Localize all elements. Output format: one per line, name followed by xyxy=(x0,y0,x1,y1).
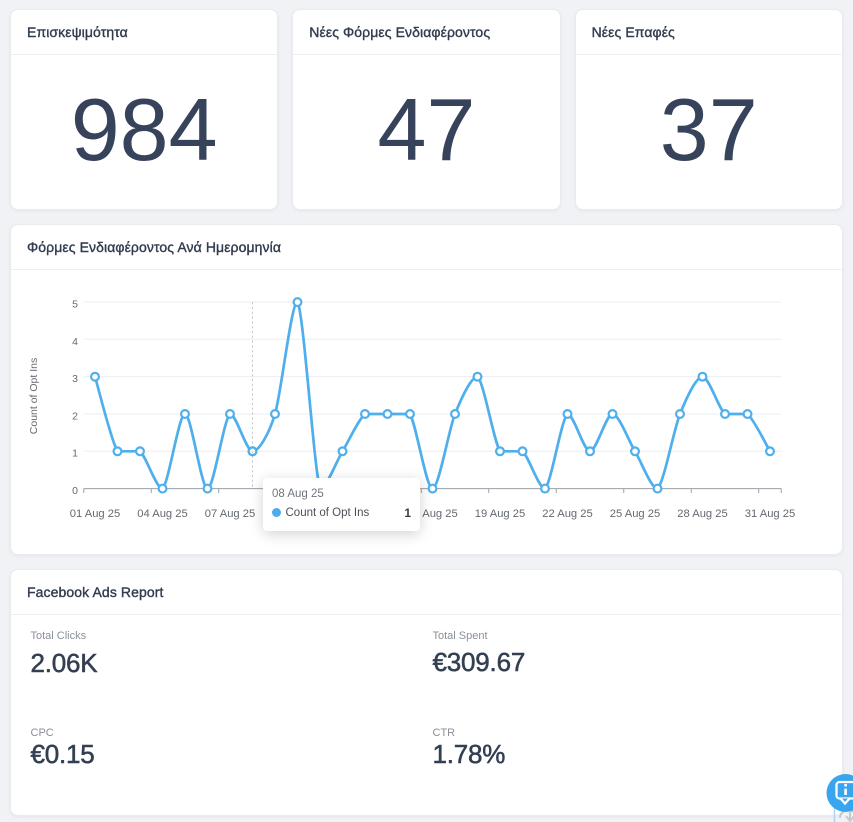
svg-text:28 Aug 25: 28 Aug 25 xyxy=(677,508,727,520)
svg-text:04 Aug 25: 04 Aug 25 xyxy=(137,508,187,520)
svg-text:3: 3 xyxy=(72,373,78,385)
svg-text:19 Aug 25: 19 Aug 25 xyxy=(475,508,525,520)
svg-text:31 Aug 25: 31 Aug 25 xyxy=(745,508,795,520)
svg-text:2: 2 xyxy=(72,410,78,422)
svg-text:25 Aug 25: 25 Aug 25 xyxy=(610,508,660,520)
svg-text:4: 4 xyxy=(72,336,78,348)
svg-text:01 Aug 25: 01 Aug 25 xyxy=(70,508,120,520)
svg-text:22 Aug 25: 22 Aug 25 xyxy=(542,508,592,520)
svg-text:Count of Opt Ins: Count of Opt Ins xyxy=(28,358,40,434)
svg-text:0: 0 xyxy=(72,485,78,497)
svg-text:1: 1 xyxy=(72,448,78,460)
svg-text:07 Aug 25: 07 Aug 25 xyxy=(205,508,255,520)
svg-text:5: 5 xyxy=(72,299,78,311)
